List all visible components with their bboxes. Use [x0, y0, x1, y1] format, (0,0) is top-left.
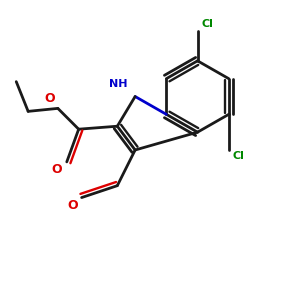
Text: Cl: Cl	[232, 152, 244, 161]
Text: O: O	[44, 92, 55, 105]
Text: O: O	[52, 164, 62, 176]
Text: NH: NH	[109, 79, 128, 89]
Text: Cl: Cl	[201, 19, 213, 29]
Text: O: O	[68, 199, 78, 212]
